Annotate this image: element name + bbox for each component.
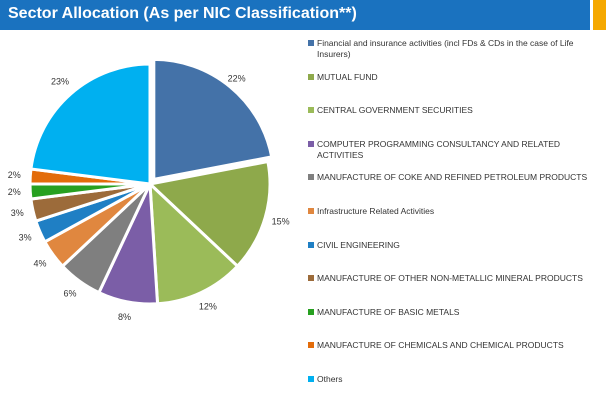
- slice-label: 8%: [118, 312, 131, 322]
- pie-chart: 22% 15% 12% 8% 6% 4% 3% 3% 2% 2% 23%: [8, 57, 290, 322]
- legend-item: CENTRAL GOVERNMENT SECURITIES: [308, 105, 598, 116]
- slice-label: 6%: [64, 288, 77, 298]
- legend-swatch: [308, 376, 314, 382]
- legend-swatch: [308, 107, 314, 114]
- legend-label: MANUFACTURE OF BASIC METALS: [317, 306, 460, 317]
- slice-label: 12%: [199, 301, 217, 311]
- legend-swatch: [308, 241, 314, 248]
- legend-item: MANUFACTURE OF CHEMICALS AND CHEMICAL PR…: [308, 340, 598, 351]
- legend-label: Others: [317, 374, 343, 384]
- legend-item: MUTUAL FUND: [308, 72, 598, 83]
- slice-label: 23%: [51, 76, 69, 86]
- slice-label: 2%: [8, 187, 21, 197]
- slice-label: 2%: [8, 170, 21, 180]
- legend-swatch: [308, 40, 314, 46]
- pie-slice: [148, 180, 240, 306]
- legend-swatch: [308, 308, 314, 315]
- legend-item: Financial and insurance activities (incl…: [308, 38, 598, 60]
- pie-slice: [146, 159, 272, 269]
- slice-label: 4%: [33, 258, 46, 268]
- slice-label: 22%: [228, 74, 246, 84]
- legend-label: CIVIL ENGINEERING: [317, 239, 400, 250]
- legend-label: MANUFACTURE OF OTHER NON-METALLIC MINERA…: [317, 273, 583, 284]
- legend-item: COMPUTER PROGRAMMING CONSULTANCY AND REL…: [308, 139, 598, 161]
- legend-swatch: [308, 174, 314, 181]
- slice-label: 3%: [19, 232, 32, 242]
- legend-label: MANUFACTURE OF COKE AND REFINED PETROLEU…: [317, 172, 588, 183]
- pie-slice: [152, 57, 274, 182]
- slice-label: 15%: [272, 216, 290, 226]
- legend-item: MANUFACTURE OF BASIC METALS: [308, 307, 598, 318]
- legend-label: MANUFACTURE OF CHEMICALS AND CHEMICAL PR…: [317, 340, 564, 351]
- legend-swatch: [308, 342, 314, 349]
- legend-swatch: [308, 73, 314, 80]
- pie-slice: [29, 62, 152, 186]
- legend-swatch: [308, 140, 314, 147]
- legend-label: Financial and insurance activities (incl…: [317, 38, 574, 59]
- legend-swatch: [308, 208, 314, 214]
- legend-item: MANUFACTURE OF COKE AND REFINED PETROLEU…: [308, 172, 598, 183]
- legend-label: MUTUAL FUND: [317, 71, 378, 82]
- slice-label: 3%: [11, 208, 24, 218]
- legend-label: COMPUTER PROGRAMMING CONSULTANCY AND REL…: [317, 138, 561, 160]
- legend-item: CIVIL ENGINEERING: [308, 240, 598, 251]
- header-accent: [593, 0, 606, 30]
- legend-item: MANUFACTURE OF OTHER NON-METALLIC MINERA…: [308, 273, 598, 284]
- legend-item: Others: [308, 374, 598, 385]
- legend-label: Infrastructure Related Activities: [317, 206, 435, 216]
- legend-swatch: [308, 275, 314, 282]
- legend-item: Infrastructure Related Activities: [308, 206, 598, 217]
- chart-title: Sector Allocation (As per NIC Classifica…: [8, 5, 357, 22]
- legend-label: CENTRAL GOVERNMENT SECURITIES: [317, 105, 473, 116]
- header-bar: [0, 0, 590, 30]
